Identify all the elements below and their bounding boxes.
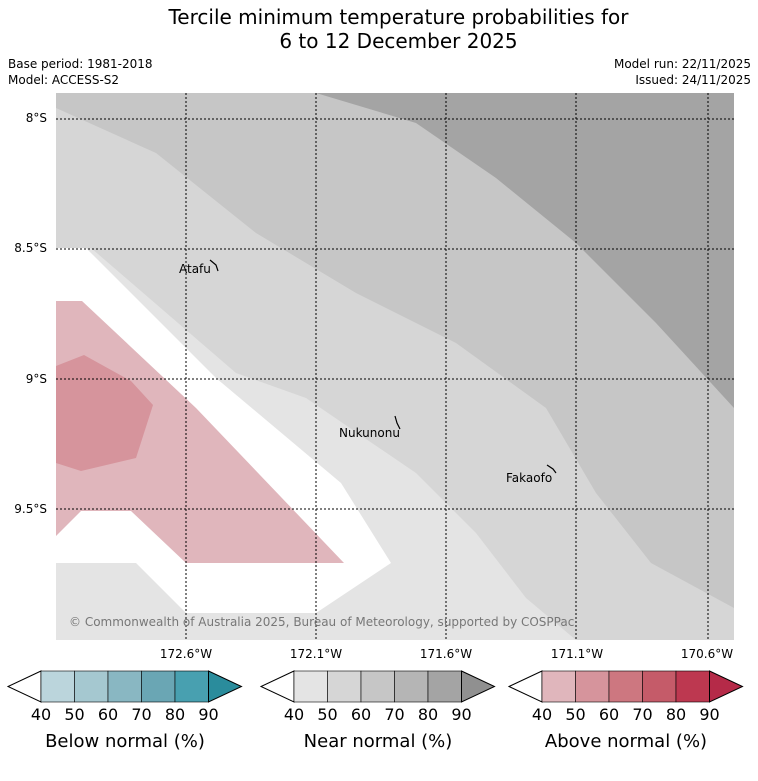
colorbar-below-normal-tick: 80 xyxy=(164,705,186,724)
colorbar-above-normal-segment xyxy=(642,670,677,703)
colorbars xyxy=(6,670,744,703)
colorbar-below-normal-segment xyxy=(40,670,75,703)
lon-label-170-6W: 170.6°W xyxy=(680,647,734,661)
near-normal-60-70-region xyxy=(316,93,734,408)
colorbar-near-normal-tick: 80 xyxy=(417,705,439,724)
model-name: Model: ACCESS-S2 xyxy=(8,73,120,87)
map-panel: Atafu Nukunonu Fakaofo © Commonwealth of… xyxy=(56,93,734,640)
copyright-notice: © Commonwealth of Australia 2025, Bureau… xyxy=(69,615,574,629)
colorbar-near-normal-tick: 70 xyxy=(384,705,405,724)
colorbar-near-normal-low-extend xyxy=(259,670,295,703)
model-run: Model run: 22/11/2025 xyxy=(613,57,751,71)
place-label-atafu: Atafu xyxy=(179,262,211,276)
near-normal-bottom-left-region xyxy=(56,563,186,613)
colorbar-below-normal-tick: 40 xyxy=(30,705,52,724)
colorbar-below-normal-segment xyxy=(141,670,176,703)
colorbar-below-normal-low-extend xyxy=(6,670,42,703)
colorbar-above-normal-segment xyxy=(608,670,643,703)
colorbar-near-normal-segment xyxy=(293,670,328,703)
atafu-atoll-outline xyxy=(209,259,219,272)
colorbar-near-normal-tick: 60 xyxy=(350,705,372,724)
colorbar-above-normal-tick: 90 xyxy=(699,705,720,724)
place-label-fakaofo: Fakaofo xyxy=(506,471,552,485)
lat-label-8-5S: 8.5°S xyxy=(14,241,47,255)
lat-label-8S: 8°S xyxy=(25,111,47,125)
lon-label-171-6W: 171.6°W xyxy=(419,647,473,661)
colorbar-near-normal-segment xyxy=(360,670,395,703)
colorbar-below-normal-segment xyxy=(107,670,142,703)
colorbar-below-normal-tick: 70 xyxy=(131,705,152,724)
colorbar-above-normal-low-extend xyxy=(507,670,543,703)
map-svg: Atafu Nukunonu Fakaofo © Commonwealth of… xyxy=(56,93,734,640)
nukunonu-atoll-outline xyxy=(394,415,401,430)
issued-date: Issued: 24/11/2025 xyxy=(635,73,751,87)
lat-label-9-5S: 9.5°S xyxy=(14,502,47,516)
colorbar-near-normal-tick: 40 xyxy=(283,705,305,724)
colorbar-near-normal-segment xyxy=(394,670,429,703)
colorbar-above-normal-high-extend xyxy=(709,670,744,703)
colorbar-above-normal-tick: 50 xyxy=(565,705,586,724)
colorbar-above-normal-tick: 40 xyxy=(531,705,553,724)
colorbar-above-normal-segment xyxy=(541,670,576,703)
colorbar-above-normal-tick: 80 xyxy=(665,705,687,724)
colorbar-label-near-normal: Near normal (%) xyxy=(303,731,453,752)
colorbar-below-normal-segment xyxy=(174,670,209,703)
colorbar-above-normal-tick: 70 xyxy=(632,705,653,724)
colorbar-below-normal-tick: 60 xyxy=(97,705,119,724)
fakaofo-atoll-outline xyxy=(546,464,557,474)
colorbar-near-normal-segment xyxy=(427,670,462,703)
lat-label-9S: 9°S xyxy=(25,372,47,386)
above-normal-40-50-region xyxy=(56,301,344,563)
colorbar-near-normal-high-extend xyxy=(461,670,496,703)
colorbar-below-normal-high-extend xyxy=(208,670,243,703)
colorbar-near-normal-tick: 50 xyxy=(317,705,338,724)
colorbar-below-normal-segment xyxy=(74,670,109,703)
colorbar-above-normal-tick: 60 xyxy=(598,705,620,724)
title-line-2: 6 to 12 December 2025 xyxy=(279,29,518,53)
colorbar-near-normal-segment xyxy=(327,670,362,703)
graticule xyxy=(56,93,734,640)
colorbar-below-normal-tick: 50 xyxy=(64,705,85,724)
colorbar-above-normal-segment xyxy=(675,670,710,703)
lon-label-172-6W: 172.6°W xyxy=(159,647,213,661)
place-label-nukunonu: Nukunonu xyxy=(339,426,400,440)
lon-label-172-1W: 172.1°W xyxy=(289,647,343,661)
colorbar-near-normal-tick: 90 xyxy=(451,705,472,724)
colorbar-below-normal-tick: 90 xyxy=(198,705,219,724)
base-period: Base period: 1981-2018 xyxy=(8,57,153,71)
title-line-1: Tercile minimum temperature probabilitie… xyxy=(168,5,629,29)
no-dominant-category-region xyxy=(56,248,391,613)
above-normal-50-60-region xyxy=(56,355,153,471)
colorbar-above-normal-segment xyxy=(575,670,610,703)
lon-label-171-1W: 171.1°W xyxy=(550,647,604,661)
colorbar-label-below-normal: Below normal (%) xyxy=(45,731,205,752)
colorbar-label-above-normal: Above normal (%) xyxy=(544,731,708,752)
